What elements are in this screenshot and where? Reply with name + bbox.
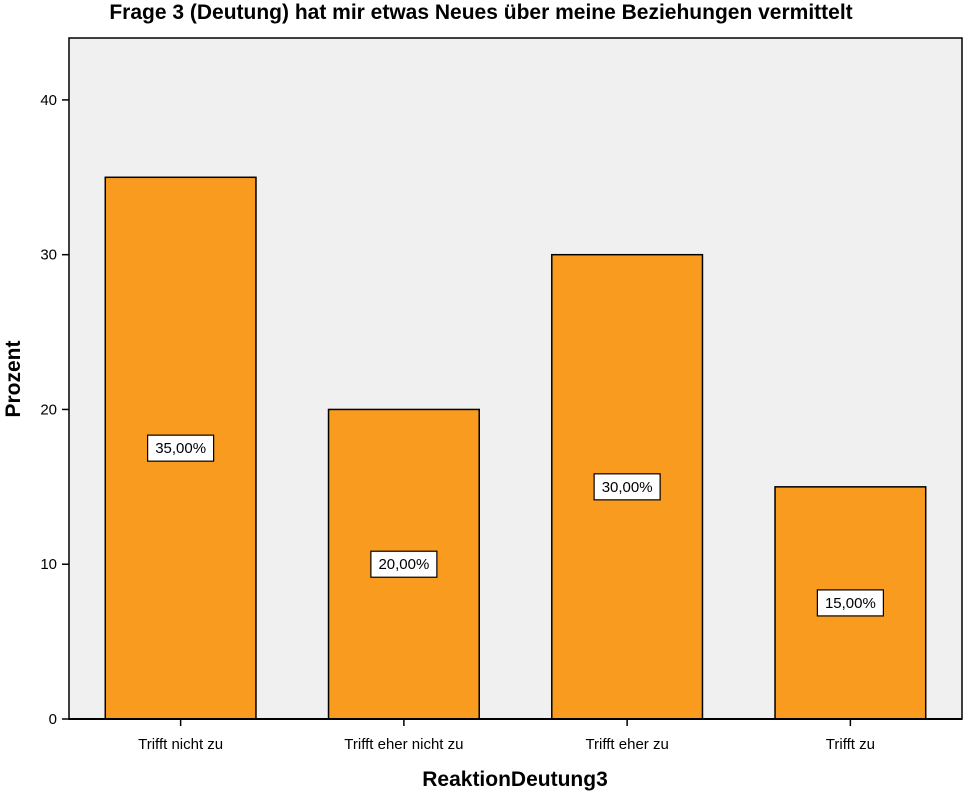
data-label-box	[816, 589, 884, 617]
y-tick-label: 30	[40, 247, 57, 264]
y-tick-label: 40	[40, 92, 57, 109]
x-tick-label: Trifft eher nicht zu	[344, 736, 463, 753]
data-label-box	[370, 550, 438, 578]
y-axis: 0 10 20 30 40	[40, 92, 69, 728]
x-axis-title: ReaktionDeutung3	[422, 768, 608, 791]
y-tick-label: 0	[49, 711, 57, 728]
x-tick-label: Trifft nicht zu	[138, 736, 223, 753]
data-label-box	[147, 434, 215, 462]
data-label-box	[593, 473, 661, 501]
data-label: 35,00%	[155, 440, 206, 457]
bars-group: 35,00% 20,00% 30,00% 15,00%	[104, 176, 927, 720]
y-axis-title: Prozent	[2, 340, 25, 417]
data-label: 20,00%	[378, 556, 429, 573]
chart-title: Frage 3 (Deutung) hat mir etwas Neues üb…	[109, 1, 852, 24]
y-tick-label: 20	[40, 401, 57, 418]
x-axis: Trifft nicht zu Trifft eher nicht zu Triff…	[138, 719, 875, 753]
y-tick-label: 10	[40, 556, 57, 573]
data-label: 30,00%	[602, 479, 653, 496]
x-tick-label: Trifft eher zu	[585, 736, 668, 753]
data-label: 15,00%	[825, 595, 876, 612]
x-tick-label: Trifft zu	[826, 736, 875, 753]
